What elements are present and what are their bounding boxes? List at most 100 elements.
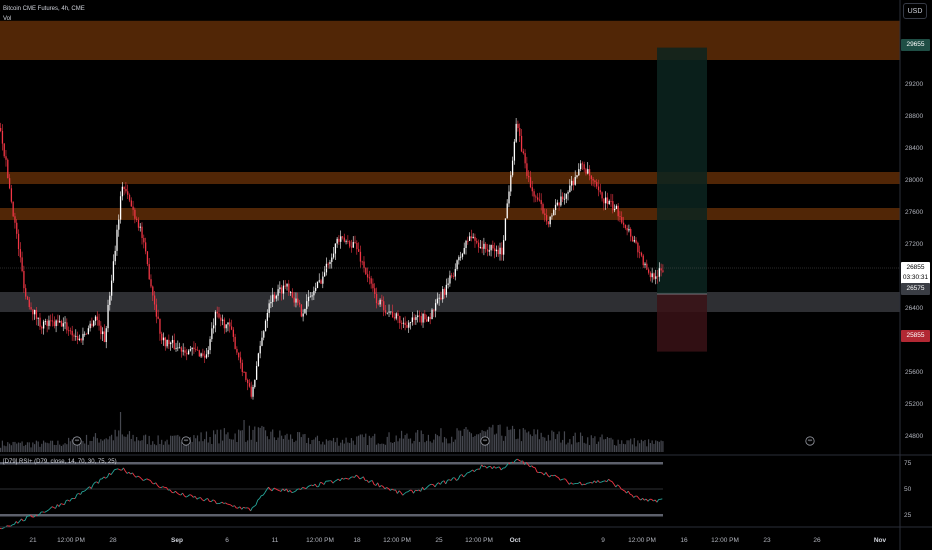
volume-bar <box>406 433 408 452</box>
candle <box>218 313 220 318</box>
candle <box>282 285 285 294</box>
candle <box>331 257 333 262</box>
support-zone[interactable] <box>0 292 900 312</box>
volume-bar <box>338 445 340 452</box>
volume-bar <box>449 443 451 452</box>
rsi-segment <box>382 486 386 490</box>
volume-bar <box>576 442 578 452</box>
symbol-legend[interactable]: Bitcoin CME Futures, 4h, CME <box>3 6 85 12</box>
volume-bar <box>606 437 609 452</box>
volume-bar <box>368 435 370 452</box>
candle <box>275 295 277 299</box>
price-tick: 25600 <box>905 369 923 376</box>
candle <box>146 251 149 265</box>
rsi-segment <box>509 461 513 464</box>
event-marker-icon[interactable] <box>805 436 815 446</box>
rsi-segment <box>551 474 554 477</box>
rsi-segment <box>305 486 309 490</box>
candle <box>563 198 566 200</box>
event-marker-icon[interactable] <box>480 436 490 446</box>
volume-bar <box>571 444 573 452</box>
candle <box>434 303 437 311</box>
candle <box>284 285 286 287</box>
candle <box>656 276 659 278</box>
rsi-segment <box>318 482 321 487</box>
volume-bar <box>148 435 150 452</box>
rsi-segment <box>552 474 556 477</box>
rsi-segment <box>300 487 303 490</box>
event-marker-icon[interactable] <box>72 436 82 446</box>
volume-bar <box>631 444 634 452</box>
rsi-segment <box>647 498 651 502</box>
rsi-segment <box>490 466 493 470</box>
candle <box>175 347 177 349</box>
candle <box>315 287 317 291</box>
volume-bar <box>384 444 387 452</box>
candle <box>481 247 483 249</box>
price-scale[interactable]: 2920028800284002800027600272002640026000… <box>905 81 923 440</box>
candle <box>393 317 396 319</box>
rsi-legend[interactable]: [D79] RSI+ (D79, close, 14, 70, 30, 75, … <box>3 459 117 465</box>
position-target-area[interactable] <box>657 47 707 294</box>
candle <box>436 298 439 304</box>
volume-bar <box>329 440 331 452</box>
resistance-zone[interactable] <box>0 172 900 184</box>
candle <box>662 270 664 272</box>
candle <box>511 160 514 176</box>
volume-bar <box>50 440 52 452</box>
volume-bar <box>594 436 596 452</box>
candle <box>170 342 172 345</box>
time-scale[interactable]: 21 12:00 PM 28 Sep 6 11 12:00 PM 18 12:00 PM 25 12… <box>29 537 886 544</box>
volume-bar <box>213 430 215 452</box>
candle <box>569 185 571 193</box>
rsi-segment <box>352 476 355 478</box>
resistance-zone[interactable] <box>0 20 900 60</box>
rsi-segment <box>332 481 336 484</box>
candle <box>465 240 467 249</box>
rsi-segment <box>631 494 635 498</box>
volume-bar <box>291 438 293 452</box>
rsi-segment <box>407 489 411 493</box>
rsi-segment <box>257 498 260 501</box>
volume-bar <box>433 439 435 452</box>
rsi-segment <box>311 484 314 487</box>
volume-bar <box>130 438 132 452</box>
rsi-scale[interactable]: 75 50 25 <box>904 460 912 519</box>
volume-bar <box>84 443 86 452</box>
candle <box>528 175 530 178</box>
volume-bar <box>468 431 471 452</box>
rsi-segment <box>456 478 459 481</box>
volume-bar <box>107 439 109 452</box>
candle <box>289 292 292 293</box>
rsi-segment <box>359 477 362 480</box>
volume-bar <box>445 438 447 452</box>
event-marker-icon[interactable] <box>181 436 191 446</box>
volume-legend[interactable]: Vol <box>3 16 12 22</box>
candle <box>270 301 272 304</box>
rsi-segment <box>148 479 151 481</box>
volume-bar <box>307 437 310 452</box>
long-position-tool[interactable] <box>657 47 707 352</box>
volume-bar <box>263 426 265 452</box>
candle <box>558 202 560 206</box>
position-stop-area[interactable] <box>657 294 707 352</box>
volume-bar <box>651 440 653 452</box>
volume-bar <box>490 427 492 452</box>
rsi-segment <box>486 466 489 469</box>
rsi-segment <box>434 483 438 488</box>
volume-bar <box>647 439 650 452</box>
candle <box>560 196 562 206</box>
volume-bar <box>358 435 360 452</box>
candle <box>304 308 306 314</box>
currency-button[interactable]: USD <box>903 3 927 19</box>
candle <box>540 200 542 205</box>
volume-bar <box>313 439 315 452</box>
candle <box>415 317 417 320</box>
volume-bar <box>184 442 186 452</box>
rsi-segment <box>381 485 384 487</box>
rsi-segment <box>397 490 400 494</box>
rsi-segment <box>144 478 147 481</box>
candle <box>257 353 260 367</box>
candle <box>313 290 315 296</box>
